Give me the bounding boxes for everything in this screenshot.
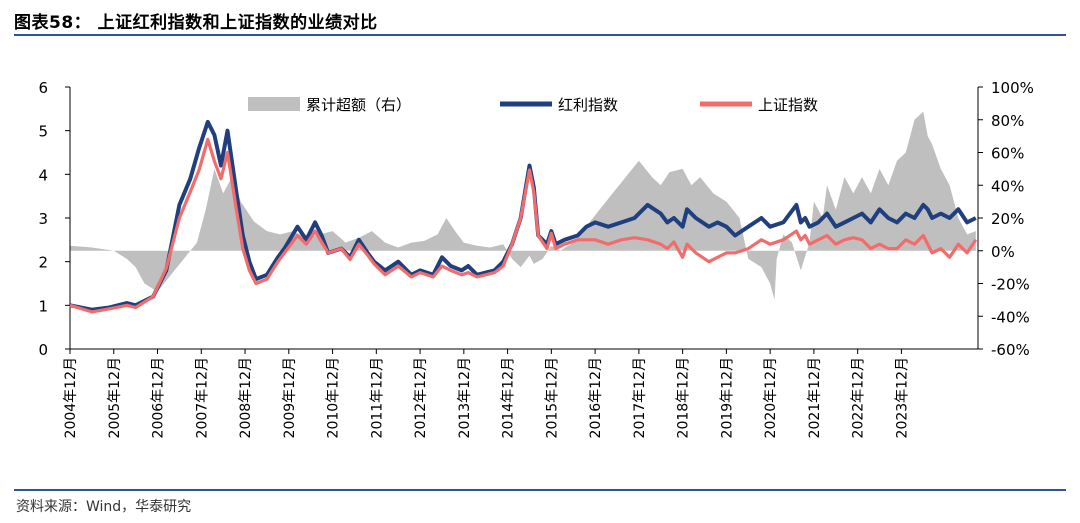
x-tick-label: 2017年12月 [632,357,648,438]
legend: 累计超额（右） 红利指数 上证指数 [248,96,818,114]
x-tick-label: 2008年12月 [238,357,254,438]
x-tick-label: 2016年12月 [588,357,604,438]
y-right-tick-label: 20% [991,210,1024,228]
legend-label-excess: 累计超额（右） [306,96,411,114]
header-rule [14,34,1066,36]
y-right-tick-label: -40% [991,308,1030,326]
y-right-tick-label: -60% [991,341,1030,359]
x-tick-label: 2005年12月 [107,357,123,438]
x-tick-label: 2009年12月 [282,357,298,438]
legend-label-dividend: 红利指数 [558,96,618,114]
x-tick-label: 2011年12月 [369,357,385,438]
y-right-tick-label: 80% [991,112,1024,130]
line-layer [69,119,978,314]
x-tick-label: 2022年12月 [851,357,867,438]
y-left-tick-label: 3 [38,210,48,228]
y-left-tick-label: 2 [38,254,48,272]
y-left-tick-label: 1 [38,297,48,315]
x-tick-label: 2018年12月 [676,357,692,438]
x-tick-label: 2007年12月 [194,357,210,438]
series-excess-area [70,111,976,300]
source-note: 资料来源：Wind，华泰研究 [16,499,192,515]
x-tick-label: 2013年12月 [457,357,473,438]
y-left-tick-label: 0 [38,341,48,359]
y-right-tick-label: 40% [991,177,1024,195]
chart-title: 图表58： 上证红利指数和上证指数的业绩对比 [14,13,378,33]
axis-layer: 0 1 2 3 4 5 6 -60% -40% -20% 0% 20% 40% 60% 80% 100% 200… [38,79,1033,438]
x-tick-label: 2006年12月 [151,357,167,438]
y-left-tick-label: 6 [38,79,48,97]
x-tick-label: 2020年12月 [763,357,779,438]
x-tick-label: 2019年12月 [719,357,735,438]
legend-swatch-excess [248,97,300,111]
y-right-tick-label: 60% [991,145,1024,163]
x-tick-label: 2023年12月 [894,357,910,438]
x-tick-label: 2004年12月 [63,357,79,438]
x-tick-label: 2014年12月 [501,357,517,438]
footer-rule [14,489,1066,491]
y-left-tick-label: 5 [38,123,48,141]
x-tick-label: 2015年12月 [544,357,560,438]
chart-svg: 0 1 2 3 4 5 6 -60% -40% -20% 0% 20% 40% 60% 80% 100% 200… [38,79,1033,438]
x-tick-label: 2012年12月 [413,357,429,438]
legend-label-composite: 上证指数 [758,96,818,114]
y-left-tick-label: 4 [38,166,48,184]
y-right-tick-label: -20% [991,276,1030,294]
x-tick-label: 2021年12月 [807,357,823,438]
excess-area-layer [70,111,976,300]
y-right-tick-label: 0% [991,243,1015,261]
y-right-tick-label: 100% [991,79,1034,97]
series-composite-line [69,137,978,314]
x-tick-label: 2010年12月 [326,357,342,438]
